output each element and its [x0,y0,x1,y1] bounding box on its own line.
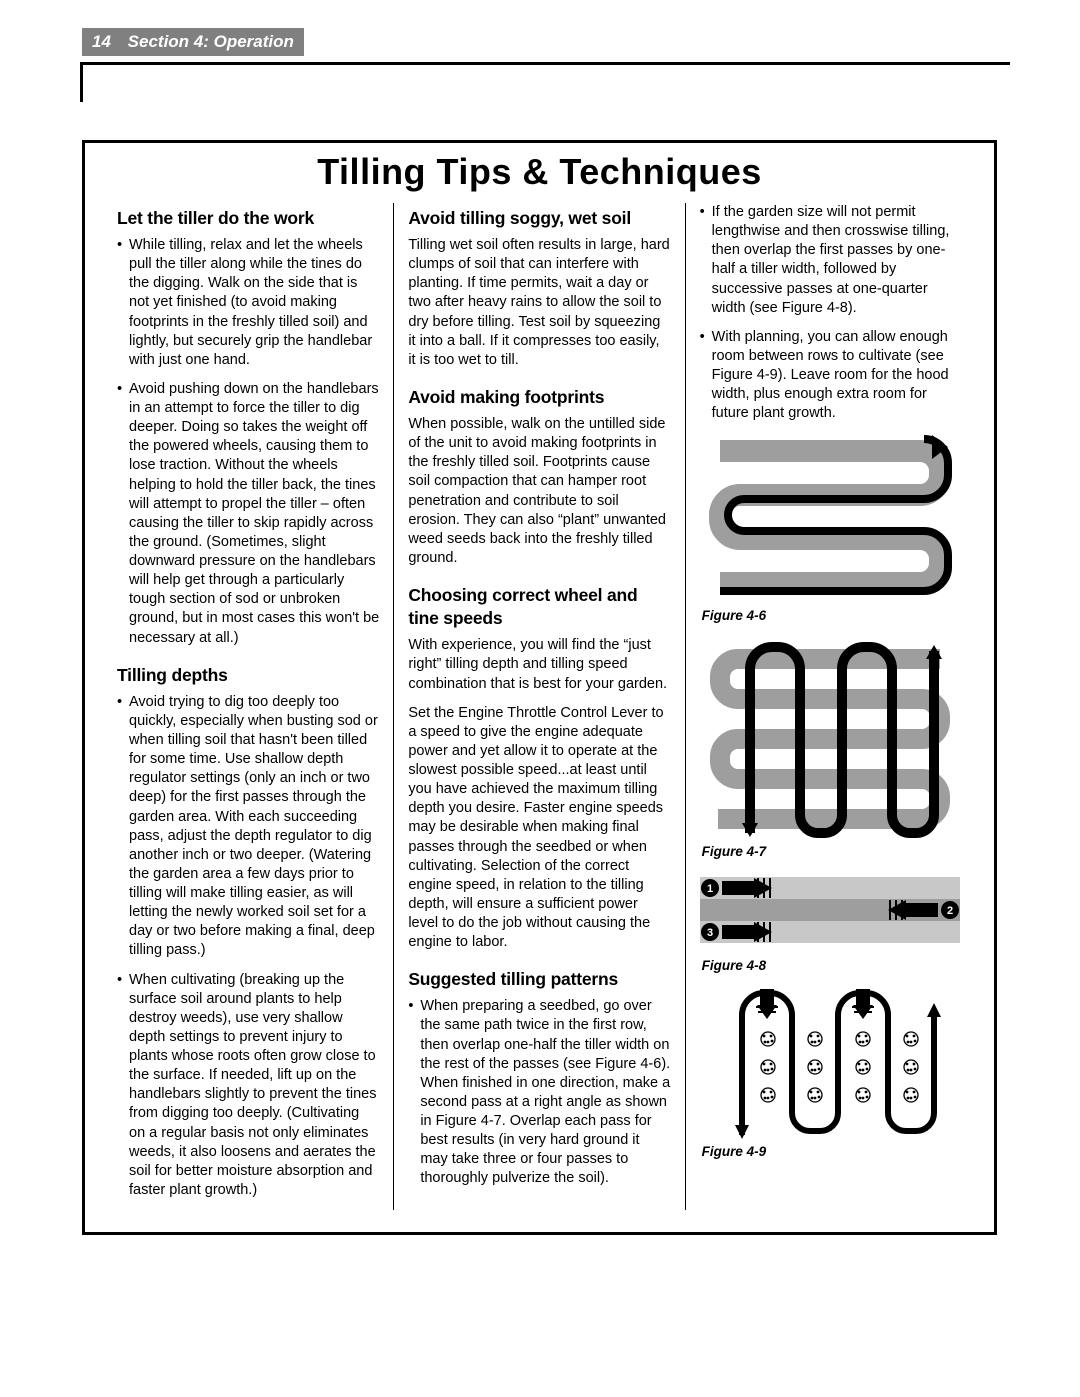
paragraph: When possible, walk on the untilled side… [408,415,670,568]
heading-let-tiller: Let the tiller do the work [117,207,379,230]
heading-avoid-footprints: Avoid making footprints [408,386,670,409]
svg-text:1: 1 [707,883,713,895]
figure-4-8: 1 2 [700,875,962,953]
figure-4-7-caption: Figure 4-7 [702,843,962,861]
column-1: Let the tiller do the work While tilling… [103,203,393,1210]
bullet: If the garden size will not permit lengt… [700,203,962,318]
bullet: When preparing a seedbed, go over the sa… [408,997,670,1188]
figure-4-8-caption: Figure 4-8 [702,957,962,975]
paragraph: Tilling wet soil often results in large,… [408,236,670,370]
section-label: Section 4: Operation [128,32,294,51]
bullet: Avoid pushing down on the handlebars in … [117,380,379,648]
bullet: When cultivating (breaking up the surfac… [117,971,379,1201]
bullet: With planning, you can allow enough room… [700,328,962,424]
bullet: Avoid trying to dig too deeply too quick… [117,693,379,961]
bullet: While tilling, relax and let the wheels … [117,236,379,370]
columns: Let the tiller do the work While tilling… [103,203,976,1210]
content-box: Tilling Tips & Techniques Let the tiller… [82,140,997,1235]
page-number: 14 [92,32,111,51]
heading-tilling-patterns: Suggested tilling patterns [408,968,670,991]
column-2: Avoid tilling soggy, wet soil Tilling we… [393,203,684,1210]
page-header: 14 Section 4: Operation [82,28,304,56]
svg-text:2: 2 [947,905,953,917]
column-3: If the garden size will not permit lengt… [685,203,976,1210]
svg-text:3: 3 [707,927,713,939]
figure-4-6 [700,433,962,603]
top-rule-horizontal [80,62,1010,65]
figure-4-9 [700,989,962,1139]
figure-4-9-caption: Figure 4-9 [702,1143,962,1161]
main-title: Tilling Tips & Techniques [103,151,976,193]
top-rule-vertical [80,62,83,102]
figure-4-6-caption: Figure 4-6 [702,607,962,625]
figure-4-7 [700,639,962,839]
paragraph: Set the Engine Throttle Control Lever to… [408,704,670,953]
heading-avoid-soggy: Avoid tilling soggy, wet soil [408,207,670,230]
heading-tilling-depths: Tilling depths [117,664,379,687]
heading-wheel-tine-speeds: Choosing correct wheel and tine speeds [408,584,670,630]
paragraph: With experience, you will find the “just… [408,636,670,693]
